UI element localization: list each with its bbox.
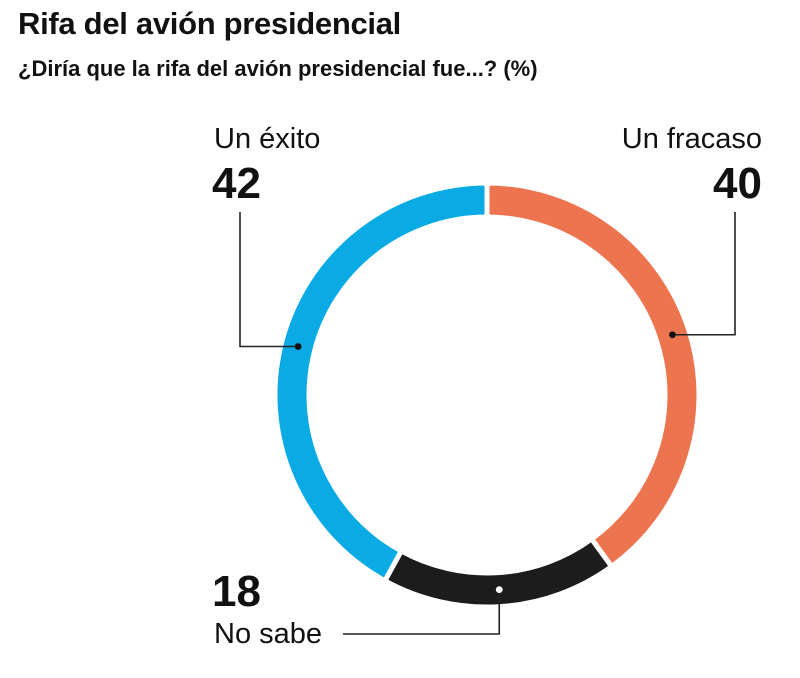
leader-line-un-exito	[239, 212, 299, 348]
slice-label-no-sabe: No sabe	[214, 618, 322, 650]
donut-slice-no-sabe	[381, 535, 616, 610]
slice-label-un-fracaso: Un fracaso	[622, 123, 762, 155]
leader-lines	[239, 212, 736, 635]
slice-value-un-exito: 42	[212, 159, 261, 208]
chart-subtitle: ¿Diría que la rifa del avión presidencia…	[18, 56, 538, 81]
slice-value-un-fracaso: 40	[713, 159, 762, 208]
donut-slices	[272, 180, 702, 610]
leader-dot-un-fracaso	[669, 331, 676, 339]
chart-title: Rifa del avión presidencial	[18, 6, 401, 41]
slice-value-no-sabe: 18	[212, 567, 261, 616]
leader-line-un-fracaso	[672, 212, 736, 336]
leader-line-no-sabe	[343, 589, 501, 635]
donut-slice-exito	[272, 180, 490, 585]
leader-dot-no-sabe	[495, 586, 503, 594]
donut-slice-fracaso	[484, 180, 702, 571]
leader-dot-un-exito	[294, 343, 302, 350]
slice-label-un-exito: Un éxito	[214, 123, 320, 155]
